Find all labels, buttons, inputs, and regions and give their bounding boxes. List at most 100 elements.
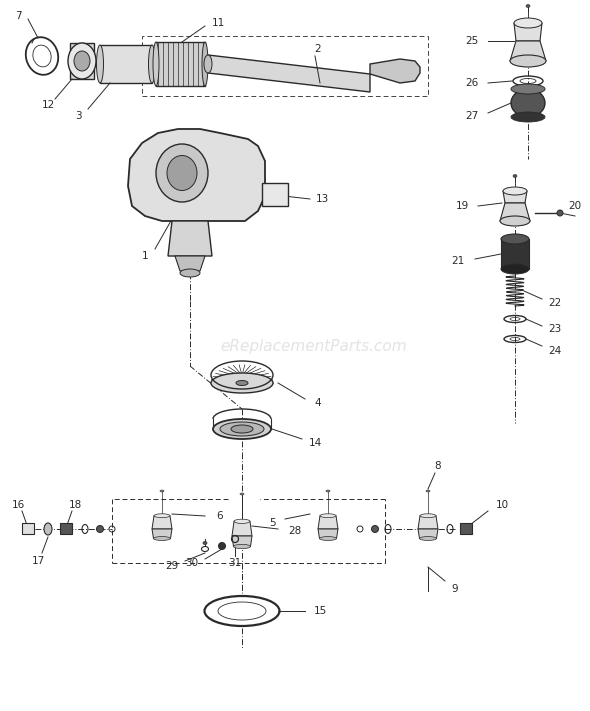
Ellipse shape xyxy=(419,537,437,540)
Polygon shape xyxy=(175,256,205,271)
Ellipse shape xyxy=(503,187,527,195)
Polygon shape xyxy=(22,523,34,534)
Ellipse shape xyxy=(203,542,207,545)
Polygon shape xyxy=(510,41,546,61)
Text: 1: 1 xyxy=(142,251,148,261)
Text: 25: 25 xyxy=(466,36,478,46)
Ellipse shape xyxy=(149,45,156,83)
Text: 9: 9 xyxy=(452,584,458,594)
Ellipse shape xyxy=(236,380,248,385)
Polygon shape xyxy=(152,515,172,529)
Ellipse shape xyxy=(68,43,96,79)
Text: 8: 8 xyxy=(435,461,441,471)
Text: 13: 13 xyxy=(316,194,329,204)
Ellipse shape xyxy=(511,89,545,117)
Ellipse shape xyxy=(500,216,530,226)
Text: 12: 12 xyxy=(41,100,55,110)
Ellipse shape xyxy=(511,84,545,94)
Ellipse shape xyxy=(426,490,430,492)
Ellipse shape xyxy=(514,18,542,28)
Text: 7: 7 xyxy=(15,11,21,21)
Ellipse shape xyxy=(511,112,545,122)
Polygon shape xyxy=(318,529,338,538)
Text: 22: 22 xyxy=(548,298,562,308)
Text: 19: 19 xyxy=(455,201,468,211)
Polygon shape xyxy=(500,203,530,221)
Ellipse shape xyxy=(211,373,273,393)
Ellipse shape xyxy=(213,419,271,439)
Polygon shape xyxy=(460,523,472,534)
Ellipse shape xyxy=(153,42,159,86)
Ellipse shape xyxy=(74,51,90,71)
Ellipse shape xyxy=(154,514,170,518)
Text: 31: 31 xyxy=(228,558,242,568)
Polygon shape xyxy=(232,521,252,536)
Text: 17: 17 xyxy=(31,556,45,566)
Polygon shape xyxy=(318,515,338,529)
Ellipse shape xyxy=(372,525,379,533)
Ellipse shape xyxy=(234,519,250,523)
Polygon shape xyxy=(418,515,438,529)
Text: 16: 16 xyxy=(11,500,25,510)
Ellipse shape xyxy=(326,490,330,492)
Ellipse shape xyxy=(202,42,208,86)
Ellipse shape xyxy=(97,45,103,83)
Polygon shape xyxy=(128,129,265,221)
Text: 29: 29 xyxy=(165,561,179,571)
Ellipse shape xyxy=(44,523,52,535)
Text: 3: 3 xyxy=(75,111,81,121)
Ellipse shape xyxy=(513,174,517,178)
Ellipse shape xyxy=(180,269,200,277)
Polygon shape xyxy=(232,536,252,547)
Text: 23: 23 xyxy=(548,324,562,334)
Ellipse shape xyxy=(218,542,225,550)
Ellipse shape xyxy=(526,4,530,8)
Polygon shape xyxy=(262,183,288,206)
Text: 30: 30 xyxy=(185,558,199,568)
Polygon shape xyxy=(208,55,370,92)
Text: eReplacementParts.com: eReplacementParts.com xyxy=(220,338,407,353)
Text: 24: 24 xyxy=(548,346,562,356)
Ellipse shape xyxy=(156,144,208,202)
Text: 2: 2 xyxy=(314,44,322,54)
Ellipse shape xyxy=(234,545,251,549)
Ellipse shape xyxy=(220,422,264,436)
Text: 11: 11 xyxy=(211,18,225,28)
Ellipse shape xyxy=(501,234,529,244)
Ellipse shape xyxy=(557,210,563,216)
Text: 6: 6 xyxy=(217,511,223,521)
Text: 28: 28 xyxy=(289,526,301,536)
Ellipse shape xyxy=(97,525,103,533)
Ellipse shape xyxy=(510,55,546,67)
Text: 5: 5 xyxy=(268,518,276,528)
Ellipse shape xyxy=(320,514,336,518)
Text: 27: 27 xyxy=(466,111,478,121)
Polygon shape xyxy=(152,529,172,538)
Text: 26: 26 xyxy=(466,78,478,88)
Ellipse shape xyxy=(160,490,164,492)
Ellipse shape xyxy=(167,156,197,191)
Polygon shape xyxy=(168,221,212,256)
Text: 14: 14 xyxy=(309,438,322,448)
Polygon shape xyxy=(514,23,542,41)
Ellipse shape xyxy=(501,264,529,274)
Polygon shape xyxy=(100,45,152,83)
Ellipse shape xyxy=(231,425,253,433)
Polygon shape xyxy=(503,191,527,203)
Text: 21: 21 xyxy=(451,256,465,266)
Polygon shape xyxy=(70,43,94,79)
Ellipse shape xyxy=(420,514,436,518)
Ellipse shape xyxy=(204,55,212,73)
Text: 20: 20 xyxy=(568,201,582,211)
Polygon shape xyxy=(370,59,420,83)
Text: 15: 15 xyxy=(313,606,327,616)
Text: 4: 4 xyxy=(314,398,322,408)
Ellipse shape xyxy=(320,537,336,540)
Text: 10: 10 xyxy=(496,500,509,510)
Polygon shape xyxy=(501,239,529,269)
Polygon shape xyxy=(156,42,205,86)
Ellipse shape xyxy=(153,537,171,540)
Polygon shape xyxy=(60,523,72,534)
Ellipse shape xyxy=(240,493,244,495)
Text: 18: 18 xyxy=(68,500,81,510)
